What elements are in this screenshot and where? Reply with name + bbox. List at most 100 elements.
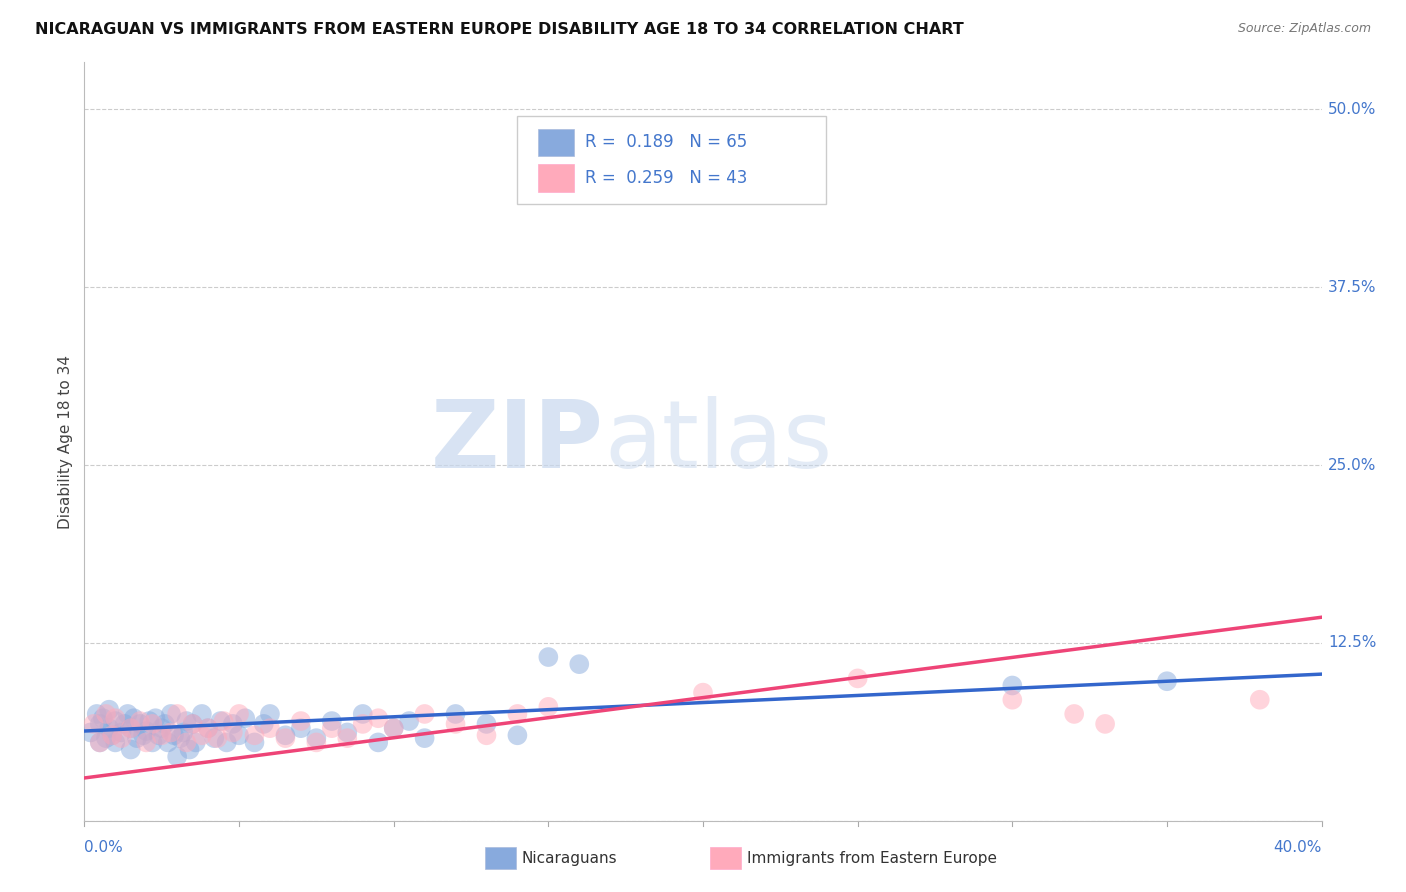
Point	[212, 714, 235, 728]
Point	[1063, 706, 1085, 721]
Point	[398, 714, 420, 728]
Point	[290, 721, 312, 735]
Point	[98, 721, 121, 735]
Text: NICARAGUAN VS IMMIGRANTS FROM EASTERN EUROPE DISABILITY AGE 18 TO 34 CORRELATION: NICARAGUAN VS IMMIGRANTS FROM EASTERN EU…	[35, 22, 965, 37]
Point	[176, 735, 198, 749]
Point	[352, 717, 374, 731]
Point	[104, 714, 127, 728]
Point	[181, 717, 204, 731]
Point	[367, 711, 389, 725]
Point	[228, 728, 250, 742]
Text: Immigrants from Eastern Europe: Immigrants from Eastern Europe	[747, 851, 997, 865]
Point	[138, 714, 160, 728]
Point	[475, 717, 498, 731]
Point	[120, 742, 142, 756]
Point	[101, 728, 124, 742]
Point	[125, 731, 148, 746]
Text: R =  0.189   N = 65: R = 0.189 N = 65	[585, 134, 747, 152]
Point	[79, 725, 101, 739]
Point	[156, 735, 179, 749]
Point	[104, 735, 127, 749]
Point	[274, 728, 297, 742]
Point	[181, 717, 204, 731]
Point	[191, 728, 214, 742]
Point	[135, 724, 157, 739]
Point	[129, 714, 152, 728]
Point	[222, 717, 245, 731]
Point	[86, 706, 108, 721]
Point	[506, 728, 529, 742]
Text: 37.5%: 37.5%	[1327, 280, 1376, 294]
Text: atlas: atlas	[605, 395, 832, 488]
Point	[160, 706, 183, 721]
Point	[475, 728, 498, 742]
Point	[1156, 674, 1178, 689]
Point	[692, 685, 714, 699]
Point	[1094, 717, 1116, 731]
Y-axis label: Disability Age 18 to 34: Disability Age 18 to 34	[58, 354, 73, 529]
Point	[148, 728, 170, 742]
Text: 0.0%: 0.0%	[84, 839, 124, 855]
Point	[141, 717, 163, 731]
Point	[444, 717, 467, 731]
Point	[166, 749, 188, 764]
Point	[83, 717, 105, 731]
Point	[89, 717, 111, 731]
Point	[110, 731, 132, 746]
Point	[321, 721, 343, 735]
Point	[537, 650, 560, 665]
Point	[179, 742, 201, 756]
Point	[382, 721, 405, 735]
Point	[163, 728, 186, 742]
Point	[290, 714, 312, 728]
Point	[413, 706, 436, 721]
Point	[120, 721, 142, 735]
Text: Nicaraguans: Nicaraguans	[522, 851, 617, 865]
Point	[94, 731, 117, 746]
Point	[274, 731, 297, 746]
Point	[1001, 678, 1024, 692]
Point	[94, 706, 117, 721]
Point	[207, 731, 229, 746]
Point	[537, 699, 560, 714]
Point	[846, 672, 869, 686]
Point	[114, 717, 136, 731]
Point	[172, 725, 194, 739]
Point	[197, 721, 219, 735]
Point	[153, 717, 176, 731]
Point	[135, 735, 157, 749]
Point	[259, 706, 281, 721]
Point	[145, 711, 167, 725]
Point	[141, 735, 163, 749]
Point	[305, 731, 328, 746]
Point	[243, 728, 266, 742]
Text: 12.5%: 12.5%	[1327, 635, 1376, 650]
Point	[202, 731, 225, 746]
Point	[336, 725, 359, 739]
Point	[336, 731, 359, 746]
Text: 50.0%: 50.0%	[1327, 102, 1376, 117]
Text: 40.0%: 40.0%	[1274, 839, 1322, 855]
Point	[209, 714, 232, 728]
Point	[243, 735, 266, 749]
Point	[110, 725, 132, 739]
Point	[506, 706, 529, 721]
Point	[89, 735, 111, 749]
Point	[160, 725, 183, 739]
Point	[228, 706, 250, 721]
Point	[222, 725, 245, 739]
Point	[166, 706, 188, 721]
Point	[98, 703, 121, 717]
Text: 25.0%: 25.0%	[1327, 458, 1376, 473]
Text: Source: ZipAtlas.com: Source: ZipAtlas.com	[1237, 22, 1371, 36]
Point	[233, 711, 256, 725]
Point	[352, 706, 374, 721]
Point	[117, 706, 139, 721]
Point	[382, 721, 405, 735]
Text: R =  0.259   N = 43: R = 0.259 N = 43	[585, 169, 747, 187]
Point	[132, 728, 155, 742]
Point	[367, 735, 389, 749]
Point	[253, 717, 276, 731]
Point	[191, 706, 214, 721]
Point	[101, 728, 124, 742]
